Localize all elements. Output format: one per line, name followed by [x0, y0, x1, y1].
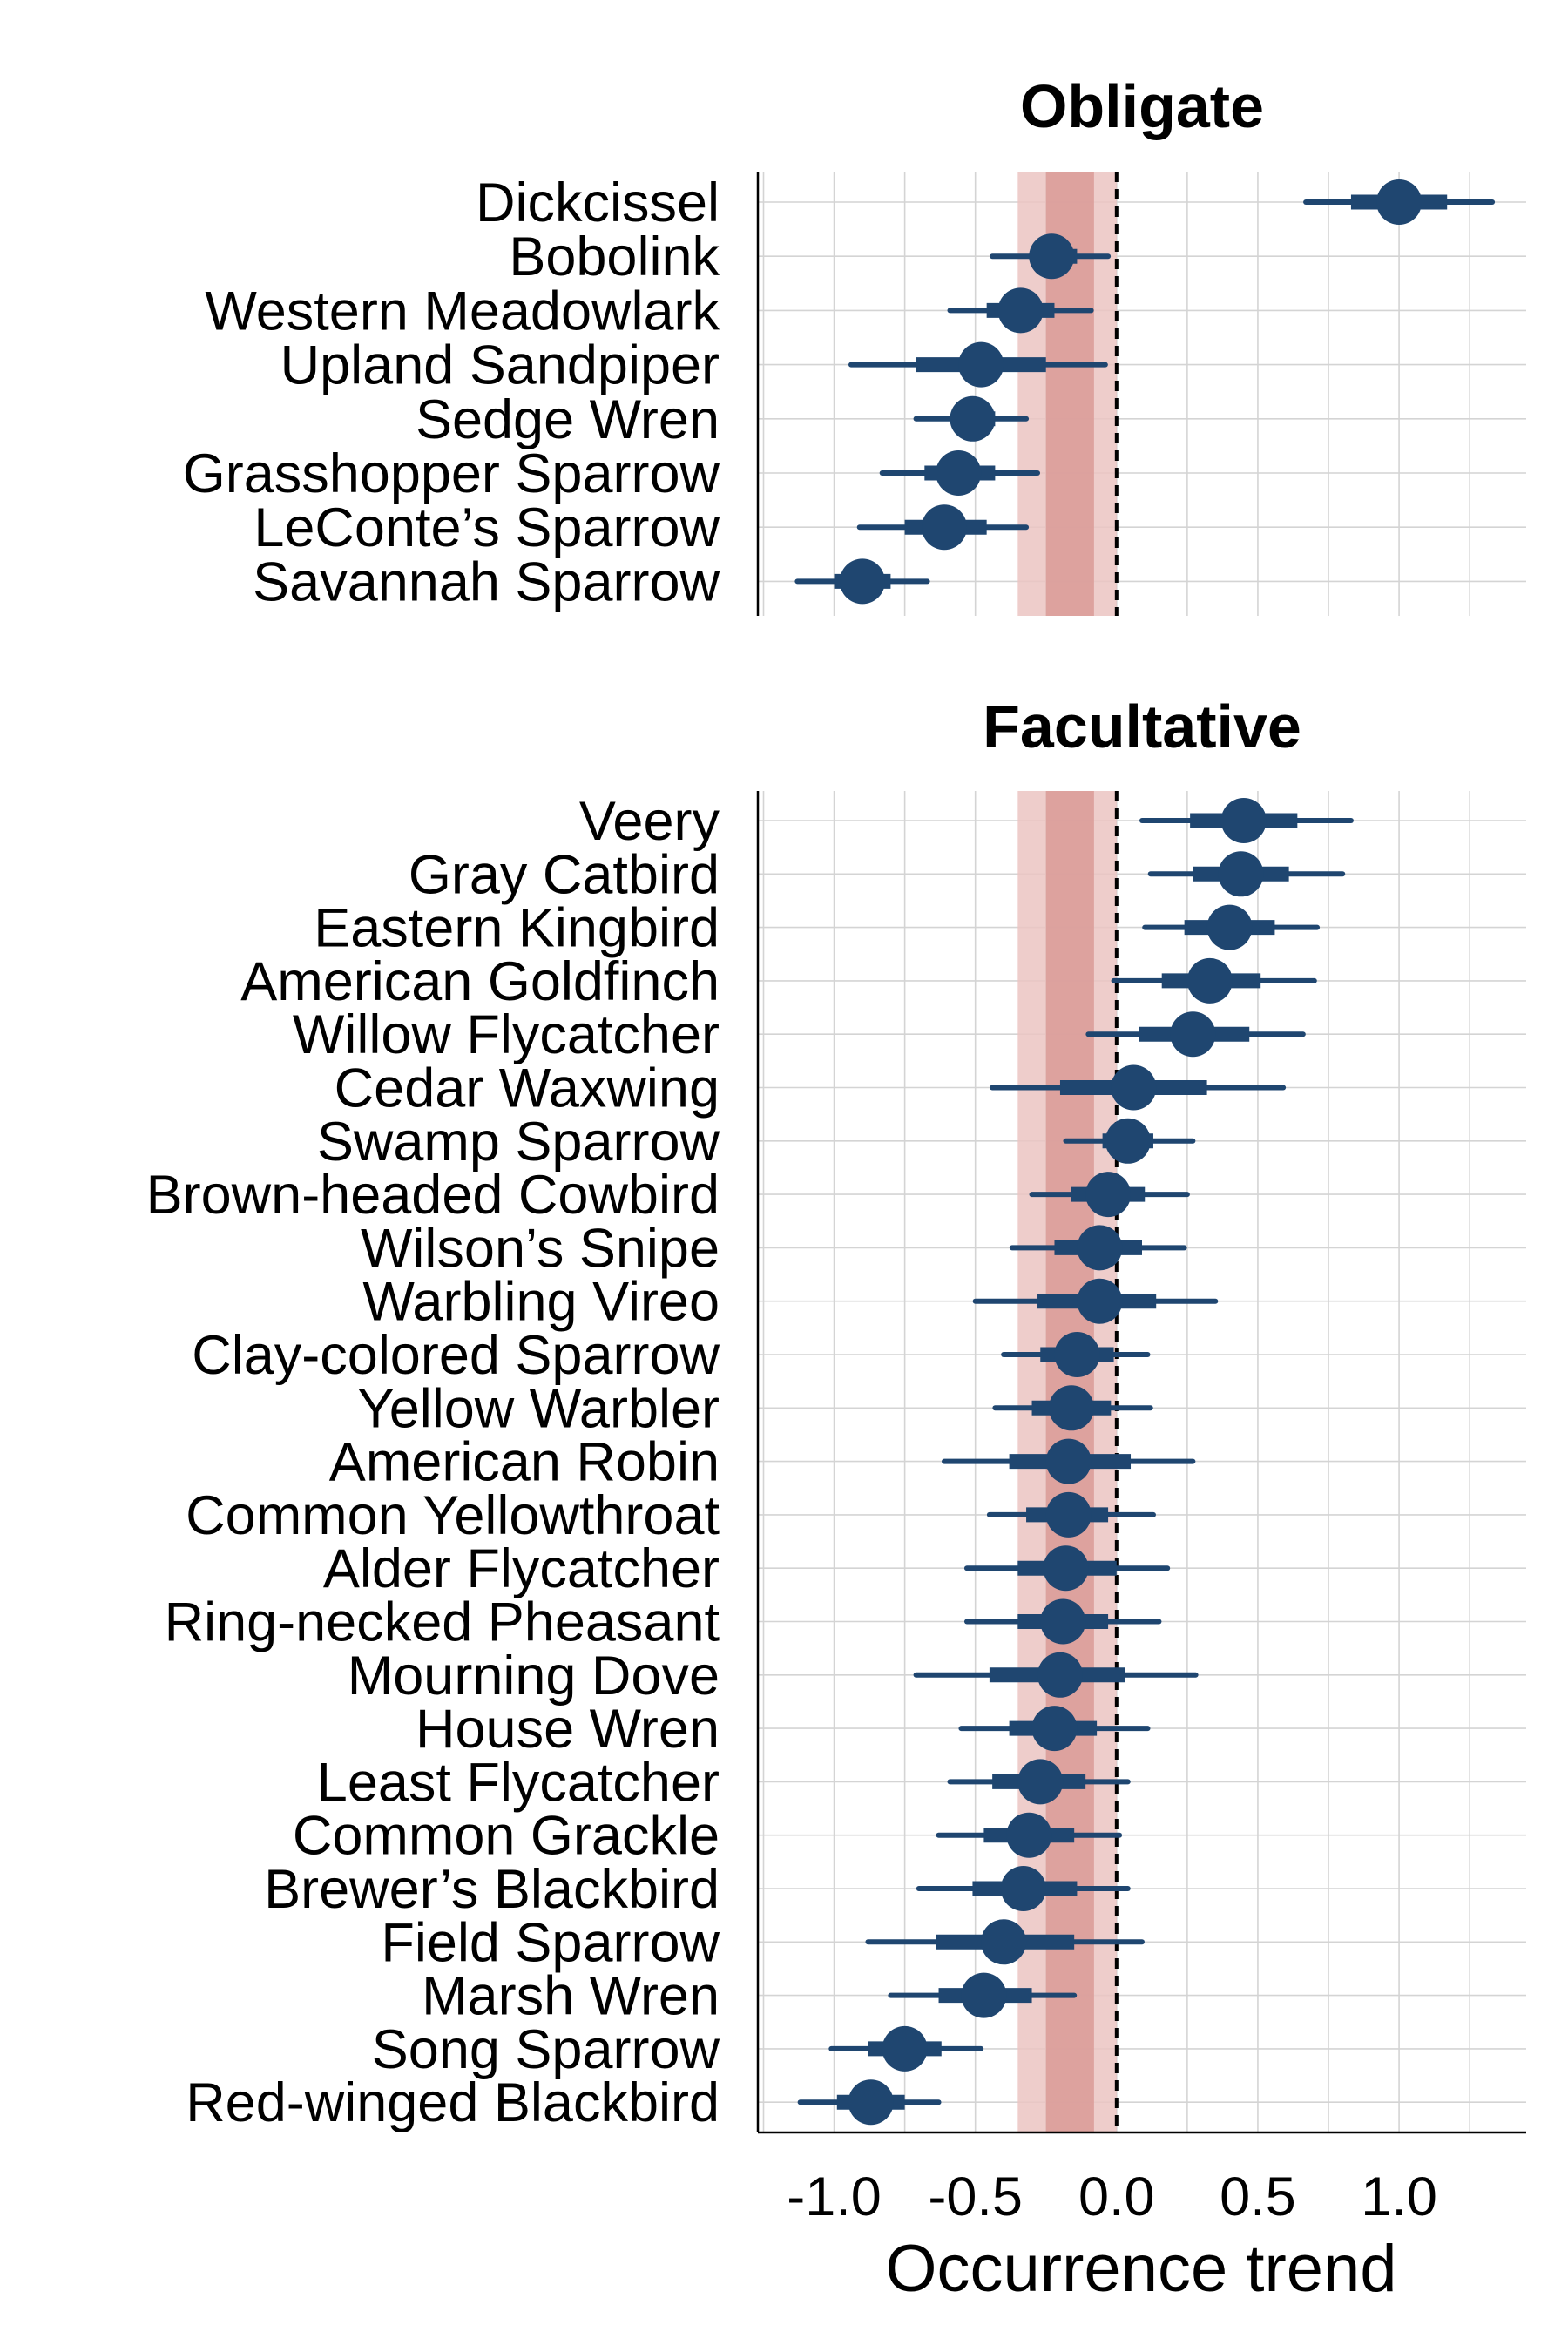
- species-label: American Goldfinch: [240, 951, 720, 1012]
- estimate-point: [882, 2025, 928, 2072]
- estimate-point: [1376, 179, 1423, 225]
- x-tick-label: -0.5: [928, 2166, 1023, 2227]
- estimate-point: [1031, 1706, 1078, 1752]
- estimate-point: [1054, 1332, 1100, 1377]
- panel-title: Facultative: [983, 693, 1301, 760]
- estimate-point: [922, 504, 968, 551]
- estimate-point: [848, 2079, 894, 2126]
- estimate-point: [1220, 798, 1267, 843]
- species-label: Western Meadowlark: [205, 280, 720, 341]
- estimate-point: [1218, 851, 1264, 897]
- species-label: Wilson’s Snipe: [361, 1218, 720, 1279]
- estimate-point: [1105, 1118, 1151, 1164]
- estimate-point: [958, 341, 1004, 388]
- estimate-point: [1037, 1652, 1083, 1698]
- estimate-point: [1077, 1278, 1123, 1324]
- x-tick-label: 0.5: [1220, 2166, 1296, 2227]
- species-label: Ring-necked Pheasant: [165, 1592, 720, 1653]
- estimate-point: [1045, 1491, 1092, 1538]
- species-label: Cedar Waxwing: [335, 1058, 720, 1119]
- species-label: Common Grackle: [293, 1806, 720, 1867]
- estimate-point: [950, 395, 996, 442]
- estimate-point: [1017, 1759, 1064, 1805]
- species-label: Alder Flycatcher: [323, 1538, 720, 1599]
- species-label: Sedge Wren: [416, 389, 720, 450]
- estimate-point: [1045, 1438, 1092, 1484]
- estimate-point: [1111, 1064, 1157, 1111]
- species-label: Savannah Sparrow: [253, 551, 720, 612]
- species-label: Song Sparrow: [372, 2019, 720, 2080]
- estimate-point: [1043, 1545, 1089, 1592]
- estimate-point: [1000, 1866, 1046, 1911]
- x-tick-label: 0.0: [1078, 2166, 1155, 2227]
- species-label: Warbling Vireo: [362, 1272, 720, 1333]
- estimate-point: [981, 1919, 1027, 1965]
- estimate-point: [1006, 1812, 1052, 1858]
- species-label: Swamp Sparrow: [317, 1112, 720, 1173]
- species-label: Eastern Kingbird: [314, 898, 720, 959]
- estimate-point: [1029, 233, 1075, 280]
- species-label: Grasshopper Sparrow: [183, 443, 720, 504]
- species-label: Brewer’s Blackbird: [264, 1859, 720, 1920]
- estimate-point: [1048, 1385, 1094, 1431]
- species-label: Gray Catbird: [409, 844, 720, 905]
- x-axis-title: Occurrence trend: [885, 2232, 1396, 2306]
- species-label: Least Flycatcher: [317, 1752, 720, 1813]
- species-label: Bobolink: [509, 226, 720, 287]
- x-tick-label: 1.0: [1361, 2166, 1437, 2227]
- species-label: Mourning Dove: [348, 1646, 720, 1707]
- species-label: Veery: [579, 791, 720, 852]
- species-label: Marsh Wren: [422, 1966, 720, 2027]
- species-label: Field Sparrow: [381, 1912, 720, 1973]
- species-label: Dickcissel: [476, 172, 720, 233]
- estimate-point: [1040, 1598, 1086, 1645]
- species-label: Willow Flycatcher: [293, 1004, 720, 1065]
- species-label: Common Yellowthroat: [186, 1485, 720, 1546]
- estimate-point: [1077, 1225, 1123, 1271]
- species-label: American Robin: [329, 1432, 720, 1493]
- species-label: Clay-colored Sparrow: [192, 1325, 720, 1386]
- x-axis: -1.0 -0.5 0.0 0.5 1.0: [787, 2166, 1437, 2227]
- estimate-point: [1206, 904, 1253, 950]
- estimate-point: [997, 287, 1044, 334]
- estimate-point: [936, 450, 982, 496]
- panel-title: Obligate: [1020, 72, 1264, 140]
- species-label: House Wren: [416, 1699, 720, 1760]
- estimate-point: [1170, 1011, 1216, 1058]
- estimate-point: [961, 1972, 1007, 2018]
- estimate-point: [839, 558, 885, 605]
- x-tick-label: -1.0: [787, 2166, 882, 2227]
- species-label: Upland Sandpiper: [280, 335, 720, 396]
- estimate-point: [1186, 957, 1233, 1004]
- species-label: Red-winged Blackbird: [186, 2072, 720, 2133]
- estimate-point: [1085, 1172, 1132, 1218]
- species-label: Brown-headed Cowbird: [146, 1165, 720, 1226]
- species-label: LeConte’s Sparrow: [253, 497, 720, 558]
- species-label: Yellow Warbler: [358, 1378, 720, 1439]
